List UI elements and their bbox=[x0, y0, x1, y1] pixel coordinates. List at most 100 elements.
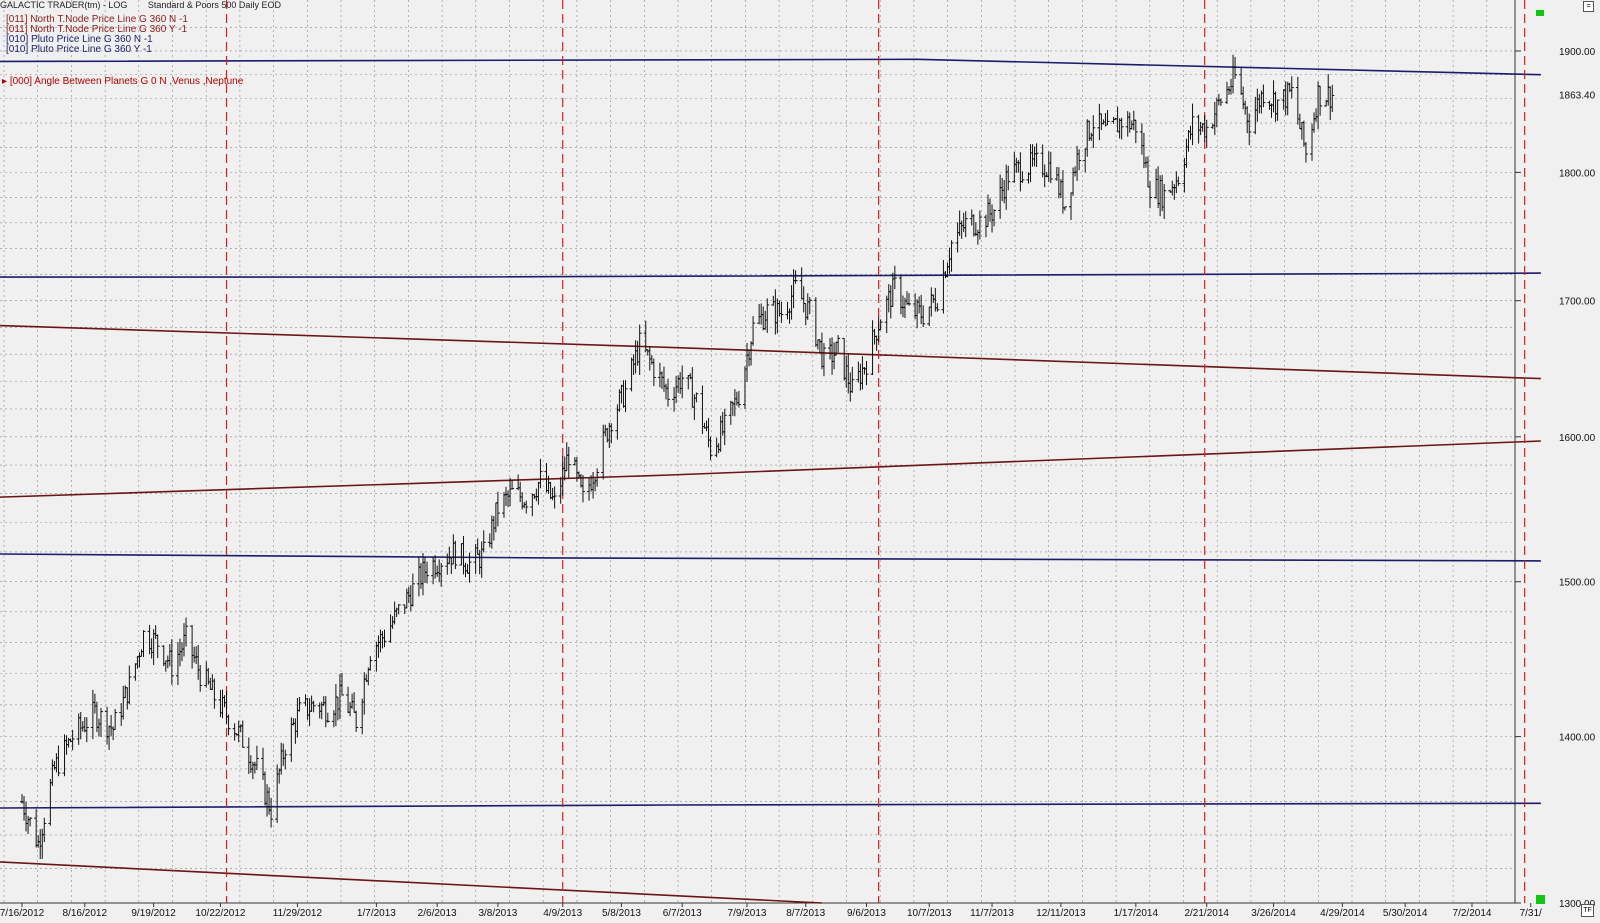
ohlc-bar bbox=[1111, 116, 1116, 124]
ohlc-bar bbox=[900, 295, 905, 318]
y-tick-label: 1900.00 bbox=[1559, 47, 1596, 58]
x-tick-label: 4/9/2013 bbox=[543, 908, 582, 919]
ohlc-bar bbox=[801, 286, 806, 313]
ohlc-bar bbox=[805, 293, 810, 320]
ohlc-bar bbox=[651, 358, 656, 387]
ohlc-bar bbox=[765, 298, 770, 333]
ohlc-bar bbox=[107, 725, 112, 751]
ohlc-bar bbox=[921, 305, 926, 328]
ohlc-bar bbox=[125, 687, 130, 710]
ohlc-bar bbox=[297, 696, 302, 712]
ohlc-bar bbox=[983, 214, 988, 238]
ohlc-bar bbox=[917, 296, 922, 314]
app-title: GALACTIC TRADER(tm) - LOG bbox=[0, 0, 128, 10]
x-tick-label: 7/2/2014 bbox=[1453, 908, 1492, 919]
ohlc-bar bbox=[119, 703, 124, 726]
ohlc-bar bbox=[734, 391, 739, 406]
ohlc-bar bbox=[337, 673, 342, 720]
ohlc-bar bbox=[406, 586, 411, 604]
ohlc-bar bbox=[360, 698, 365, 735]
ohlc-bar bbox=[28, 817, 33, 827]
ohlc-bar bbox=[1176, 176, 1181, 187]
ohlc-bar bbox=[663, 383, 668, 400]
ohlc-bar bbox=[508, 477, 513, 507]
ohlc-bar bbox=[886, 284, 891, 313]
ohlc-bar bbox=[832, 342, 837, 370]
ohlc-bar bbox=[182, 623, 187, 657]
x-tick-label: 8/7/2013 bbox=[786, 908, 825, 919]
ohlc-bar bbox=[275, 764, 280, 823]
ohlc-bar bbox=[718, 415, 723, 452]
ohlc-bar bbox=[815, 339, 820, 350]
ohlc-bar bbox=[1170, 180, 1175, 196]
ohlc-bar bbox=[761, 306, 766, 331]
ohlc-bar bbox=[941, 260, 946, 314]
ohlc-bar bbox=[706, 418, 711, 448]
ohlc-bar bbox=[661, 366, 666, 392]
x-tick-label: 9/6/2013 bbox=[847, 908, 886, 919]
ohlc-bar bbox=[420, 553, 425, 596]
ohlc-bar bbox=[1016, 160, 1021, 173]
ohlc-bar bbox=[1117, 118, 1122, 139]
x-tick-label: 3/26/2014 bbox=[1251, 908, 1296, 919]
ohlc-bar bbox=[1020, 171, 1025, 184]
ohlc-bar bbox=[323, 696, 328, 728]
ohlc-bar bbox=[621, 380, 626, 408]
ohlc-bar bbox=[155, 634, 160, 659]
ohlc-bar bbox=[969, 209, 974, 226]
ohlc-bar bbox=[78, 711, 83, 740]
ohlc-bar bbox=[1125, 111, 1130, 137]
ohlc-bar bbox=[1077, 149, 1082, 171]
ohlc-bar bbox=[807, 297, 812, 315]
ohlc-bar bbox=[1097, 103, 1102, 141]
ohlc-bar bbox=[220, 689, 225, 719]
ohlc-bar bbox=[1182, 157, 1187, 193]
ohlc-bar bbox=[860, 356, 865, 390]
ohlc-bar bbox=[888, 285, 893, 319]
ohlc-bar bbox=[493, 502, 498, 533]
collapse-button[interactable]: = bbox=[1583, 1, 1594, 12]
ohlc-bar bbox=[688, 373, 693, 380]
ohlc-bar bbox=[1085, 119, 1090, 157]
ohlc-bar bbox=[305, 698, 310, 720]
ohlc-bar bbox=[821, 343, 826, 377]
y-tick-label: 1700.00 bbox=[1559, 297, 1596, 308]
ohlc-bar bbox=[1210, 123, 1215, 129]
ohlc-bar bbox=[759, 303, 764, 325]
ohlc-bar bbox=[1069, 192, 1074, 221]
y-tick-label: 1800.00 bbox=[1559, 168, 1596, 179]
ohlc-bar bbox=[451, 534, 456, 565]
ohlc-bar bbox=[1303, 142, 1308, 163]
ohlc-bar bbox=[177, 638, 182, 667]
x-tick-label: 4/29/2014 bbox=[1320, 908, 1365, 919]
status-indicator-bottom bbox=[1536, 895, 1545, 904]
ohlc-bar bbox=[111, 726, 116, 741]
ohlc-bar bbox=[378, 629, 383, 653]
timeframe-button[interactable]: TF bbox=[1581, 904, 1594, 917]
ohlc-bar bbox=[830, 337, 835, 375]
ohlc-bar bbox=[963, 211, 968, 238]
ohlc-bar bbox=[550, 487, 555, 501]
ohlc-bar bbox=[141, 630, 146, 658]
ohlc-bar bbox=[449, 557, 454, 575]
ohlc-bar bbox=[732, 389, 737, 417]
x-tick-label: 5/30/2014 bbox=[1383, 908, 1428, 919]
ohlc-bar bbox=[773, 289, 778, 335]
legend-item: [010] Pluto Price Line G 360 Y -1 bbox=[6, 44, 152, 55]
ohlc-bar bbox=[552, 486, 557, 509]
ohlc-bar bbox=[680, 365, 685, 399]
y-tick-label: 1500.00 bbox=[1559, 578, 1596, 589]
ohlc-bar bbox=[856, 361, 861, 383]
ohlc-bar bbox=[1004, 164, 1009, 210]
ohlc-bar bbox=[127, 665, 132, 705]
ohlc-bar bbox=[42, 817, 47, 843]
x-tick-label: 2/21/2014 bbox=[1184, 908, 1229, 919]
ohlc-bar bbox=[878, 319, 883, 331]
ohlc-bar bbox=[376, 635, 381, 658]
ohlc-bar bbox=[380, 631, 385, 649]
ohlc-bar bbox=[722, 408, 727, 446]
ohlc-bar bbox=[1133, 119, 1138, 144]
ohlc-bar bbox=[26, 815, 31, 835]
ohlc-bar bbox=[354, 710, 359, 732]
